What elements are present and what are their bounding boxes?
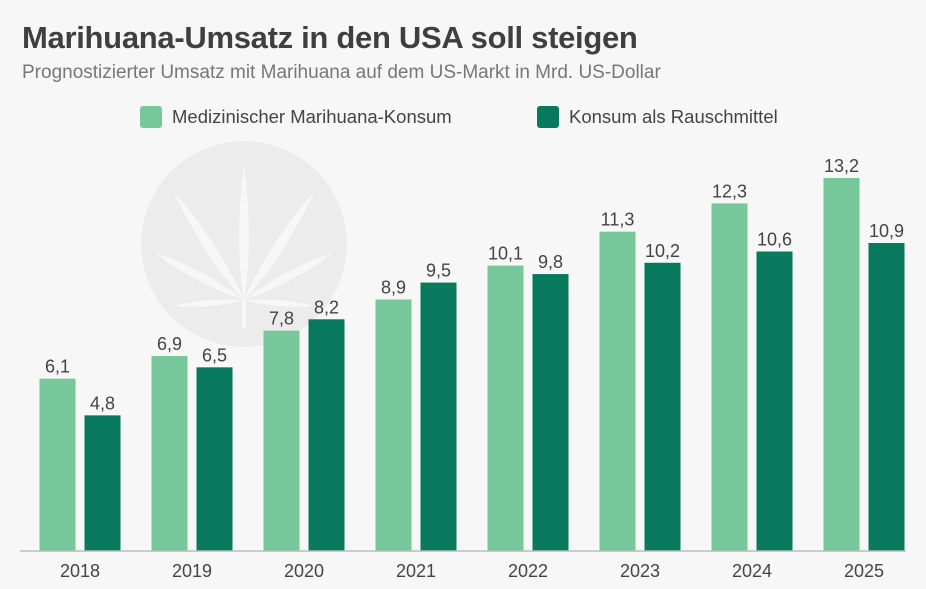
- bar-recreational-2018: [84, 415, 121, 551]
- x-tick-label-2018: 2018: [60, 561, 100, 581]
- legend-label-recreational: Konsum als Rauschmittel: [569, 106, 778, 127]
- data-label-medical-2023: 11,3: [601, 210, 635, 230]
- data-label-medical-2019: 6,9: [157, 334, 182, 354]
- data-label-recreational-2024: 10,6: [757, 229, 792, 249]
- legend: Medizinischer Marihuana-Konsum Konsum al…: [0, 106, 926, 132]
- data-label-recreational-2020: 8,2: [314, 297, 339, 317]
- data-label-medical-2024: 12,3: [712, 181, 747, 201]
- data-label-recreational-2023: 10,2: [645, 241, 680, 261]
- bar-medical-2021: [375, 299, 412, 551]
- bar-recreational-2022: [532, 274, 569, 551]
- x-tick-label-2025: 2025: [844, 561, 884, 581]
- bar-medical-2025: [823, 178, 860, 551]
- bar-medical-2019: [151, 356, 188, 551]
- data-label-recreational-2021: 9,5: [426, 261, 451, 281]
- chart-title: Marihuana-Umsatz in den USA soll steigen: [22, 20, 638, 55]
- x-tick-label-2022: 2022: [508, 561, 548, 581]
- bar-medical-2023: [599, 231, 636, 551]
- bar-recreational-2021: [420, 282, 457, 551]
- cannabis-leaf-icon: [141, 141, 347, 347]
- legend-swatch-medical: [140, 106, 162, 128]
- bar-medical-2022: [487, 265, 524, 551]
- x-tick-label-2024: 2024: [732, 561, 772, 581]
- data-label-medical-2021: 8,9: [381, 278, 406, 298]
- bar-recreational-2019: [196, 367, 233, 551]
- data-label-medical-2018: 6,1: [45, 357, 70, 377]
- bar-recreational-2024: [756, 251, 793, 551]
- bar-recreational-2025: [868, 242, 905, 551]
- x-tick-label-2021: 2021: [396, 561, 436, 581]
- chart-subtitle: Prognostizierter Umsatz mit Marihuana au…: [22, 62, 661, 83]
- legend-swatch-recreational: [537, 106, 559, 128]
- data-label-recreational-2018: 4,8: [90, 393, 115, 413]
- data-label-recreational-2025: 10,9: [869, 221, 904, 241]
- legend-label-medical: Medizinischer Marihuana-Konsum: [172, 106, 452, 127]
- x-tick-label-2019: 2019: [172, 561, 212, 581]
- bar-recreational-2023: [644, 262, 681, 551]
- data-label-medical-2020: 7,8: [269, 309, 294, 329]
- legend-item-recreational: Konsum als Rauschmittel: [537, 106, 778, 128]
- data-label-medical-2025: 13,2: [824, 156, 859, 176]
- legend-item-medical: Medizinischer Marihuana-Konsum: [140, 106, 452, 128]
- data-label-medical-2022: 10,1: [488, 244, 523, 264]
- bar-recreational-2020: [308, 319, 345, 551]
- bar-medical-2024: [711, 203, 748, 551]
- bar-medical-2018: [39, 378, 76, 551]
- x-tick-label-2020: 2020: [284, 561, 324, 581]
- data-label-recreational-2019: 6,5: [202, 345, 227, 365]
- data-label-recreational-2022: 9,8: [538, 252, 563, 272]
- bar-medical-2020: [263, 330, 300, 551]
- x-tick-label-2023: 2023: [620, 561, 660, 581]
